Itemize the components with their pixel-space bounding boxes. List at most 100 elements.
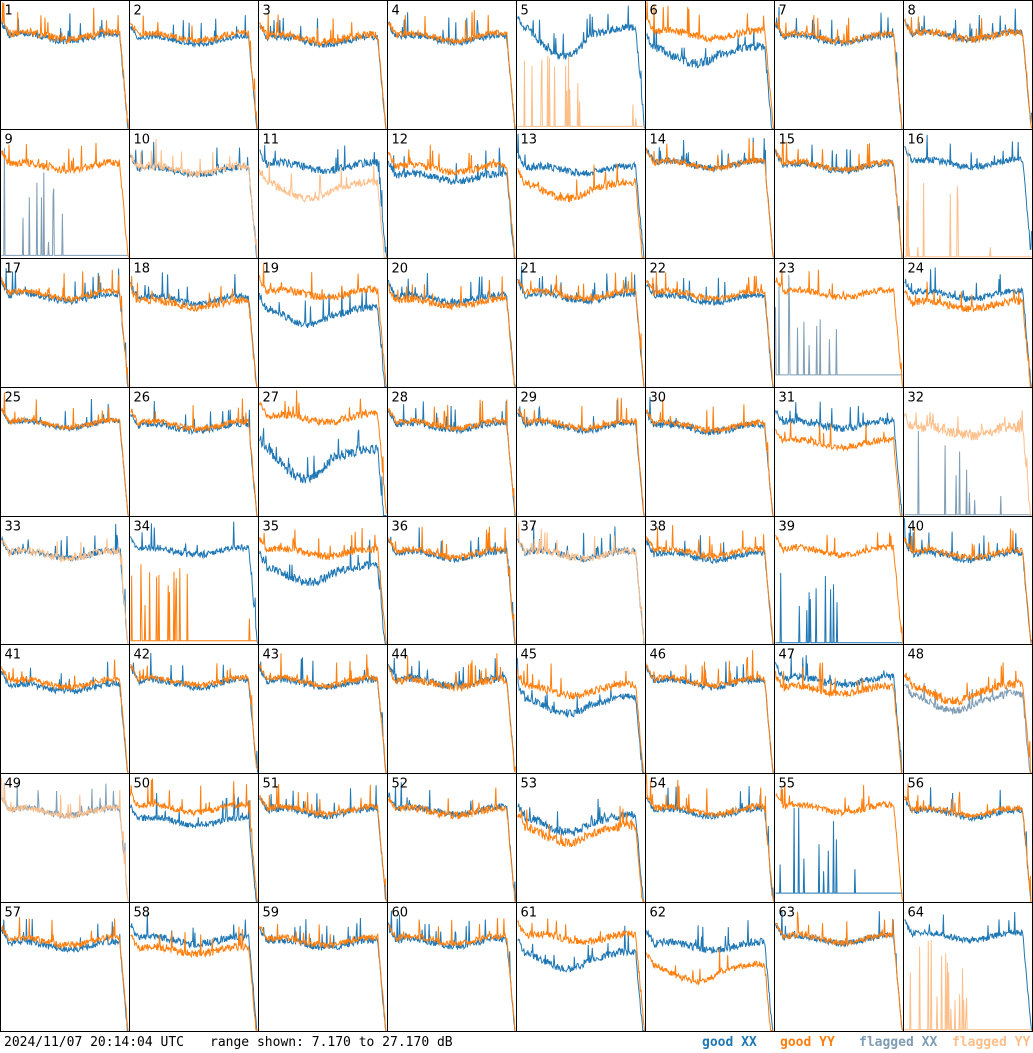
panel-38-yy-line <box>646 525 774 644</box>
panel-3: 3 <box>258 0 388 130</box>
panel-30: 30 <box>645 387 775 517</box>
panel-frame <box>258 258 388 388</box>
panel-frame <box>903 258 1033 388</box>
panel-frame <box>0 258 130 388</box>
panel-43: 43 <box>258 644 388 774</box>
panel-label: 51 <box>263 777 280 792</box>
panel-label: 2 <box>134 4 142 19</box>
panel-label: 14 <box>650 133 667 148</box>
panel-64-yy-line <box>904 940 1032 1031</box>
panel-62-xx-line <box>646 920 774 1031</box>
panel-16: 16 <box>903 129 1033 259</box>
legend-good-yy: good YY <box>780 1035 835 1050</box>
panel-frame <box>0 902 130 1032</box>
panel-34: 34 <box>129 516 259 645</box>
panel-6-yy-line <box>646 1 774 129</box>
panel-label: 47 <box>779 648 796 663</box>
panel-31-xx-line <box>775 401 903 516</box>
panel-7: 7 <box>774 0 904 130</box>
panel-frame <box>645 773 775 903</box>
panel-29-yy-line <box>517 397 645 516</box>
panel-label: 17 <box>5 262 22 277</box>
panel-frame <box>774 387 904 517</box>
panel-24-yy-line <box>904 281 1032 387</box>
panel-15: 15 <box>774 129 904 259</box>
panel-label: 3 <box>263 4 271 19</box>
panel-19-xx-line <box>259 287 387 387</box>
panel-48: 48 <box>903 644 1033 774</box>
panel-frame <box>0 129 130 259</box>
panel-frame <box>516 0 646 130</box>
panel-45-xx-line <box>517 658 645 773</box>
panel-39-yy-line <box>775 532 903 644</box>
panel-60-xx-line <box>388 910 516 1031</box>
panel-label: 1 <box>5 4 13 19</box>
panel-6-xx-line <box>646 22 774 129</box>
panel-label: 53 <box>521 777 538 792</box>
panel-label: 57 <box>5 906 22 921</box>
panel-44: 44 <box>387 644 517 774</box>
panel-51: 51 <box>258 773 388 903</box>
panel-label: 48 <box>908 648 925 663</box>
panel-label: 54 <box>650 777 667 792</box>
panel-2-yy-line <box>130 15 258 129</box>
panel-18: 18 <box>129 258 259 388</box>
panel-32-xx-line <box>904 430 1032 516</box>
panel-43-xx-line <box>259 657 387 773</box>
panel-12: 12 <box>387 129 517 259</box>
panel-23-yy-line <box>775 269 903 387</box>
panel-25: 25 <box>0 387 130 517</box>
panel-46-yy-line <box>646 650 774 773</box>
panel-11: 11 <box>258 129 388 259</box>
panel-label: 5 <box>521 4 529 19</box>
panel-frame <box>903 129 1033 259</box>
panel-label: 22 <box>650 262 667 277</box>
panel-label: 13 <box>521 133 538 148</box>
panel-37: 37 <box>516 516 646 645</box>
panel-label: 12 <box>392 133 409 148</box>
panel-30-xx-line <box>646 396 774 516</box>
panel-12-xx-line <box>388 147 516 258</box>
panel-21-yy-line <box>517 272 645 387</box>
panel-52-yy-line <box>388 787 516 902</box>
panel-frame <box>645 258 775 388</box>
panel-label: 62 <box>650 906 667 921</box>
panel-label: 64 <box>908 906 925 921</box>
panel-45: 45 <box>516 644 646 774</box>
panel-34-xx-line <box>130 521 258 644</box>
panel-frame <box>903 773 1033 903</box>
panel-label: 8 <box>908 4 916 19</box>
panel-frame <box>774 516 904 645</box>
panel-label: 28 <box>392 391 409 406</box>
panel-label: 21 <box>521 262 538 277</box>
panel-42-yy-line <box>130 663 258 770</box>
panel-21: 21 <box>516 258 646 388</box>
panel-frame <box>387 258 517 388</box>
panel-20-yy-line <box>388 276 516 387</box>
range-label: range shown: 7.170 to 27.170 dB <box>210 1035 453 1050</box>
panel-2: 2 <box>129 0 259 130</box>
panel-label: 19 <box>263 262 280 277</box>
panel-5-xx-line <box>517 5 645 129</box>
panel-34-yy-line <box>130 564 258 642</box>
panel-22-yy-line <box>646 272 774 387</box>
panel-frame <box>387 129 517 259</box>
panel-55-xx-line <box>775 807 903 894</box>
panel-label: 55 <box>779 777 796 792</box>
panel-label: 44 <box>392 648 409 663</box>
panel-5: 5 <box>516 0 646 130</box>
panel-label: 7 <box>779 4 787 19</box>
panel-17-yy-line <box>1 269 129 387</box>
panel-8-yy-line <box>904 16 1032 129</box>
panel-4-yy-line <box>388 9 516 129</box>
panel-64: 64 <box>903 902 1033 1032</box>
panel-12-yy-line <box>388 144 516 258</box>
panel-41-yy-line <box>1 659 129 773</box>
panel-label: 27 <box>263 391 280 406</box>
panel-frame <box>903 0 1033 130</box>
panel-3-yy-line <box>259 12 387 129</box>
panel-58: 58 <box>129 902 259 1032</box>
panel-label: 41 <box>5 648 22 663</box>
panel-frame <box>645 0 775 130</box>
